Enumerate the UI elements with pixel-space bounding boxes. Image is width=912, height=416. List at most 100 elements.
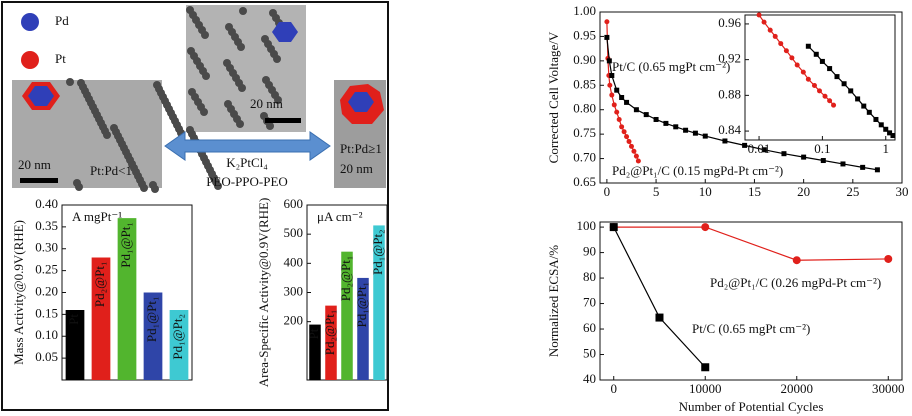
point xyxy=(673,124,678,129)
legend-dot xyxy=(21,13,39,31)
x-tick-label: 30000 xyxy=(872,381,905,396)
point xyxy=(848,88,853,93)
bar-label: Pd₂@Pt₁ xyxy=(92,262,107,308)
point xyxy=(873,117,878,122)
y-tick-label: 0.80 xyxy=(573,101,596,116)
condition-label: Pt:Pd≥1 xyxy=(340,141,382,156)
y-tick-label: 0.84 xyxy=(718,122,741,137)
point xyxy=(607,58,612,63)
y-tick-label: 0.05 xyxy=(35,349,58,364)
bar-label: Pd₁@Pt₂ xyxy=(370,229,385,275)
point xyxy=(629,144,634,149)
point xyxy=(624,100,629,105)
bar-label: Pt xyxy=(306,328,321,339)
series-line xyxy=(607,22,638,161)
point xyxy=(821,158,826,163)
series-line xyxy=(607,37,878,169)
unit-label: A mgPt⁻¹ xyxy=(72,209,122,224)
point xyxy=(655,314,663,322)
point xyxy=(840,161,845,166)
point xyxy=(609,93,614,98)
point xyxy=(617,117,622,122)
point xyxy=(867,110,872,115)
series-line xyxy=(614,227,706,367)
y-tick-label: 0.70 xyxy=(573,150,596,165)
reagent-label: K₂PtCl₄ xyxy=(226,155,268,170)
series-label: Pd₂@Pt₁/C (0.15 mgPd-Pt cm⁻²) xyxy=(612,163,783,178)
point xyxy=(604,35,609,40)
point xyxy=(619,95,624,100)
x-tick-label: 0.1 xyxy=(814,141,830,156)
point xyxy=(875,167,880,172)
bar-label: Pd₁@Pt₁ xyxy=(354,282,369,328)
scale-label: 20 nm xyxy=(250,96,283,111)
point xyxy=(768,28,773,33)
y-tick-label: 600 xyxy=(284,196,304,211)
x-tick-label: 0.01 xyxy=(748,141,771,156)
condition-label: Pt:Pd<1 xyxy=(90,163,132,178)
y-tick-label: 0.20 xyxy=(35,283,58,298)
y-tick-label: 300 xyxy=(284,283,304,298)
point xyxy=(781,151,786,156)
point xyxy=(879,122,884,127)
y-tick-label: 100 xyxy=(577,218,597,233)
point xyxy=(609,73,614,78)
point xyxy=(784,48,789,53)
point xyxy=(827,66,832,71)
x-tick-label: 20 xyxy=(797,184,810,199)
legend-label: Pt xyxy=(55,51,66,66)
y-tick-label: 0.25 xyxy=(35,262,58,277)
scale-bar xyxy=(20,178,58,183)
bar-label: Pt xyxy=(66,314,81,325)
point xyxy=(801,155,806,160)
unit-label: μA cm⁻² xyxy=(317,209,363,224)
y-tick-label: 0.95 xyxy=(573,27,596,42)
point xyxy=(693,131,698,136)
point xyxy=(607,83,612,88)
plot-frame xyxy=(745,15,895,140)
x-tick-label: 5 xyxy=(653,184,660,199)
point xyxy=(614,88,619,93)
point xyxy=(842,81,847,86)
point xyxy=(827,98,832,103)
point xyxy=(795,63,800,68)
scale-label: 20 nm xyxy=(18,157,51,172)
y-tick-label: 0.15 xyxy=(35,305,58,320)
point xyxy=(762,20,767,25)
point xyxy=(773,34,778,39)
point xyxy=(831,103,836,108)
point xyxy=(614,110,619,115)
bar-label: Pd₁@Pt₂ xyxy=(170,314,185,360)
point xyxy=(634,154,639,159)
x-tick-label: 30 xyxy=(896,184,909,199)
y-tick-label: 40 xyxy=(583,371,596,386)
x-tick-label: 20000 xyxy=(781,381,814,396)
point xyxy=(610,223,618,231)
y-axis-label: Mass Activity@0.9V(RHE) xyxy=(11,220,26,365)
point xyxy=(820,59,825,64)
series-label: Pd₂@Pt₁/C (0.26 mgPd-Pt cm⁻²) xyxy=(710,275,881,290)
x-tick-label: 0 xyxy=(604,184,611,199)
y-tick-label: 0.96 xyxy=(718,15,741,30)
point xyxy=(631,149,636,154)
series-line xyxy=(614,227,889,260)
y-tick-label: 0.35 xyxy=(35,218,58,233)
point xyxy=(622,129,627,134)
y-tick-label: 500 xyxy=(284,225,304,240)
y-axis-label: Area-Specific Activity@0.9V(RHE) xyxy=(256,198,271,388)
point xyxy=(701,363,709,371)
point xyxy=(701,223,709,231)
x-tick-label: 10000 xyxy=(689,381,722,396)
point xyxy=(778,41,783,46)
point xyxy=(855,96,860,101)
y-tick-label: 50 xyxy=(583,346,596,361)
series-label: Pt/C (0.65 mgPt cm⁻²) xyxy=(692,321,810,336)
x-tick-label: 1 xyxy=(882,141,889,156)
y-tick-label: 400 xyxy=(284,254,304,269)
point xyxy=(890,133,895,138)
x-axis-label: Number of Potential Cycles xyxy=(679,399,824,414)
y-tick-label: 200 xyxy=(284,313,304,328)
y-tick-label: 0.75 xyxy=(573,125,596,140)
point xyxy=(817,88,822,93)
bar-label: Pd₂@Pt₁ xyxy=(338,256,353,302)
